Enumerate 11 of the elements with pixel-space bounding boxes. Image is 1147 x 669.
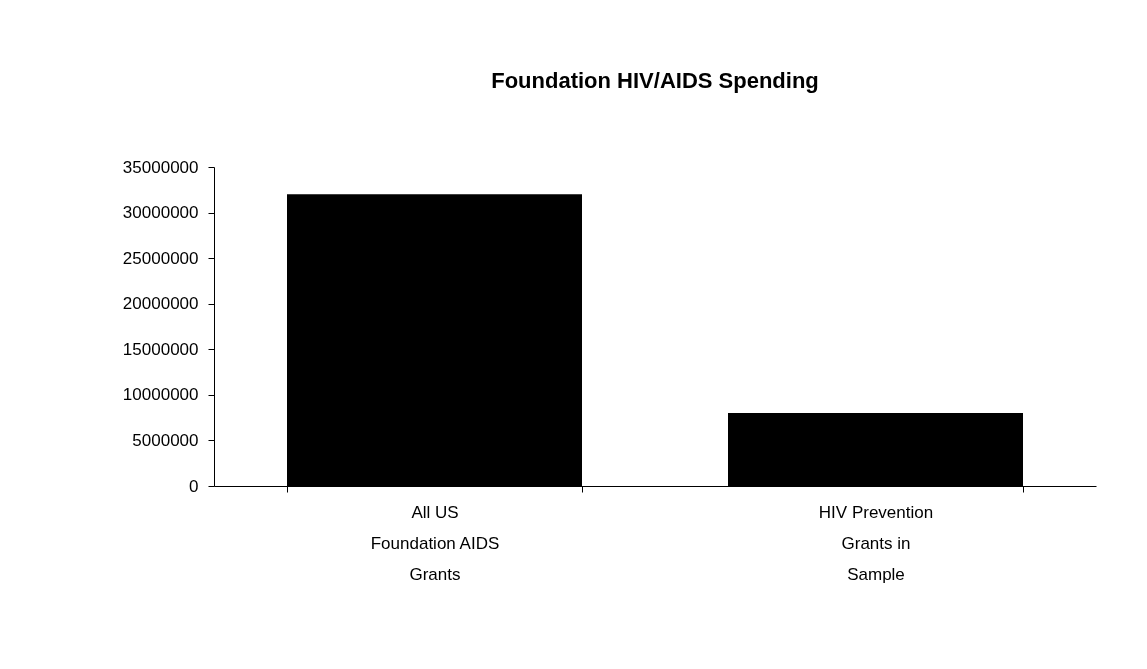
y-tick-label: 30000000 xyxy=(122,203,199,223)
y-tick-label: 35000000 xyxy=(122,157,199,177)
y-tick-label: 5000000 xyxy=(132,430,199,450)
x-tick-label: All US Foundation AIDS Grants xyxy=(370,502,500,584)
x-tick-label: HIV Prevention Grants in Sample xyxy=(818,502,934,584)
y-tick-label: 25000000 xyxy=(122,248,199,268)
y-tick-label: 15000000 xyxy=(122,339,199,359)
y-tick-label: 10000000 xyxy=(122,385,199,405)
chart-title: Foundation HIV/AIDS Spending xyxy=(491,68,819,93)
y-tick-label: 20000000 xyxy=(122,294,199,314)
y-tick-label: 0 xyxy=(189,476,199,496)
